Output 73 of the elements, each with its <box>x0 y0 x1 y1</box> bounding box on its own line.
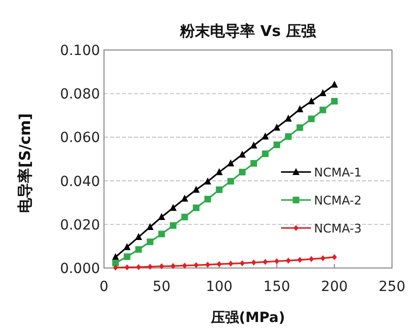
point <box>286 258 291 264</box>
point <box>135 246 142 253</box>
point <box>170 263 176 270</box>
chart-title: 粉末电导率 Vs 压强 <box>179 22 317 40</box>
x-tick-label: 150 <box>263 279 290 295</box>
point <box>240 260 245 266</box>
x-tick-label: 100 <box>206 279 233 295</box>
point <box>170 222 176 229</box>
point <box>308 256 314 262</box>
point <box>308 97 315 104</box>
point <box>124 253 130 260</box>
x-tick-label: 250 <box>378 279 406 295</box>
legend-label: NCMA-1 <box>314 166 362 180</box>
y-tick-label: 0.080 <box>60 86 100 103</box>
point <box>319 89 326 96</box>
point <box>158 212 166 220</box>
point <box>250 141 258 148</box>
y-tick-label: 0.000 <box>60 261 100 277</box>
legend-label: NCMA-2 <box>314 194 362 208</box>
x-tick-label: 50 <box>152 279 171 295</box>
point <box>274 258 280 264</box>
y-tick-label: 0.020 <box>60 217 100 234</box>
y-tick-label: 0.100 <box>60 43 100 59</box>
point <box>112 260 119 266</box>
point <box>296 124 304 131</box>
legend-label: NCMA-3 <box>314 222 362 236</box>
point <box>181 214 188 220</box>
point <box>205 262 210 268</box>
point <box>182 262 188 269</box>
point <box>331 98 338 105</box>
point <box>238 150 246 158</box>
point <box>216 186 222 194</box>
point <box>124 243 131 250</box>
point <box>285 133 292 140</box>
point <box>227 159 234 166</box>
point <box>296 105 304 112</box>
point <box>330 80 338 88</box>
point <box>262 258 268 265</box>
point <box>194 262 199 268</box>
point <box>204 177 212 184</box>
point <box>262 150 269 158</box>
point <box>158 230 165 238</box>
point <box>284 114 292 122</box>
point <box>320 106 326 114</box>
point <box>170 204 177 211</box>
point <box>250 160 258 167</box>
point <box>135 233 142 240</box>
point <box>227 178 234 185</box>
x-tick-label: 200 <box>321 279 348 295</box>
point <box>262 132 269 140</box>
point <box>273 124 280 131</box>
point <box>297 256 302 263</box>
point <box>228 260 234 267</box>
point <box>192 204 200 212</box>
point <box>320 255 326 262</box>
y-axis-title: 电导率[S/cm] <box>16 113 34 213</box>
point <box>181 194 188 202</box>
point <box>216 168 223 176</box>
point <box>238 168 246 176</box>
point <box>192 186 200 193</box>
point <box>146 238 154 246</box>
point <box>216 261 222 268</box>
point <box>251 260 256 266</box>
point <box>136 264 142 270</box>
x-axis-title: 压强(MPa) <box>210 310 286 326</box>
point <box>308 116 315 122</box>
point <box>148 264 153 270</box>
point <box>274 142 280 148</box>
y-tick-label: 0.040 <box>60 174 100 190</box>
point <box>146 223 154 230</box>
x-tick-label: 0 <box>100 279 108 295</box>
y-tick-label: 0.060 <box>60 130 100 146</box>
point <box>204 196 211 202</box>
